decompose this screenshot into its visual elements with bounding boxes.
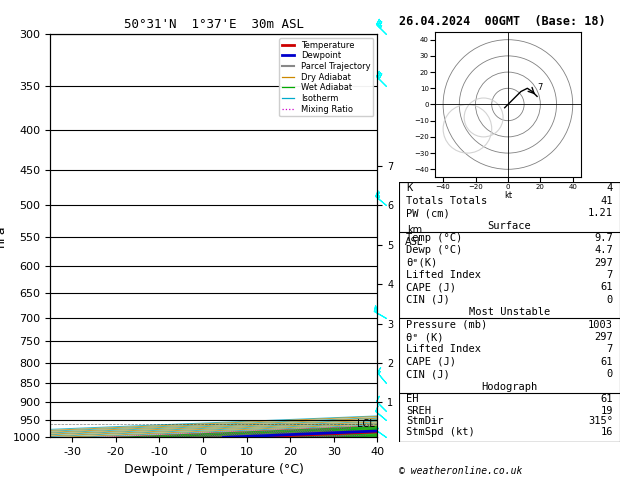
Text: 7: 7 (607, 345, 613, 354)
Text: 61: 61 (601, 394, 613, 404)
Text: Hodograph: Hodograph (481, 382, 538, 392)
Text: CAPE (J): CAPE (J) (406, 357, 456, 367)
X-axis label: kt: kt (504, 191, 512, 200)
Text: Lifted Index: Lifted Index (406, 345, 481, 354)
Text: 61: 61 (601, 357, 613, 367)
Text: Dewp (°C): Dewp (°C) (406, 245, 462, 255)
Text: PW (cm): PW (cm) (406, 208, 450, 218)
Text: θᵉ(K): θᵉ(K) (406, 258, 437, 268)
Text: 7: 7 (537, 83, 542, 91)
Text: 4: 4 (607, 183, 613, 193)
Text: 297: 297 (594, 258, 613, 268)
Text: SREH: SREH (406, 406, 431, 417)
Text: LCL: LCL (357, 419, 376, 429)
Text: 9.7: 9.7 (594, 233, 613, 243)
Text: 19: 19 (601, 406, 613, 417)
Text: 7: 7 (607, 270, 613, 280)
Text: 315°: 315° (588, 416, 613, 426)
Text: StmDir: StmDir (406, 416, 443, 426)
Text: EH: EH (406, 394, 418, 404)
Y-axis label: hPa: hPa (0, 225, 7, 247)
Text: Most Unstable: Most Unstable (469, 307, 550, 317)
Text: 0: 0 (607, 295, 613, 305)
Text: 297: 297 (594, 332, 613, 342)
Text: Pressure (mb): Pressure (mb) (406, 320, 487, 330)
Text: Totals Totals: Totals Totals (406, 196, 487, 206)
Text: © weatheronline.co.uk: © weatheronline.co.uk (399, 466, 523, 476)
Text: CAPE (J): CAPE (J) (406, 282, 456, 293)
Text: 1.21: 1.21 (588, 208, 613, 218)
Text: 0: 0 (607, 369, 613, 379)
Text: 16: 16 (601, 427, 613, 437)
Title: 50°31'N  1°37'E  30m ASL: 50°31'N 1°37'E 30m ASL (124, 18, 304, 32)
Text: 4.7: 4.7 (594, 245, 613, 255)
X-axis label: Dewpoint / Temperature (°C): Dewpoint / Temperature (°C) (124, 463, 304, 476)
Text: Lifted Index: Lifted Index (406, 270, 481, 280)
Text: Surface: Surface (487, 221, 532, 230)
Text: CIN (J): CIN (J) (406, 295, 450, 305)
Text: 41: 41 (601, 196, 613, 206)
Text: Temp (°C): Temp (°C) (406, 233, 462, 243)
Y-axis label: km
ASL: km ASL (405, 225, 423, 246)
Text: 61: 61 (601, 282, 613, 293)
Text: 1003: 1003 (588, 320, 613, 330)
Text: CIN (J): CIN (J) (406, 369, 450, 379)
Text: K: K (406, 183, 412, 193)
Text: θᵉ (K): θᵉ (K) (406, 332, 443, 342)
Text: StmSpd (kt): StmSpd (kt) (406, 427, 475, 437)
Legend: Temperature, Dewpoint, Parcel Trajectory, Dry Adiabat, Wet Adiabat, Isotherm, Mi: Temperature, Dewpoint, Parcel Trajectory… (279, 38, 373, 116)
Text: 26.04.2024  00GMT  (Base: 18): 26.04.2024 00GMT (Base: 18) (399, 15, 606, 28)
